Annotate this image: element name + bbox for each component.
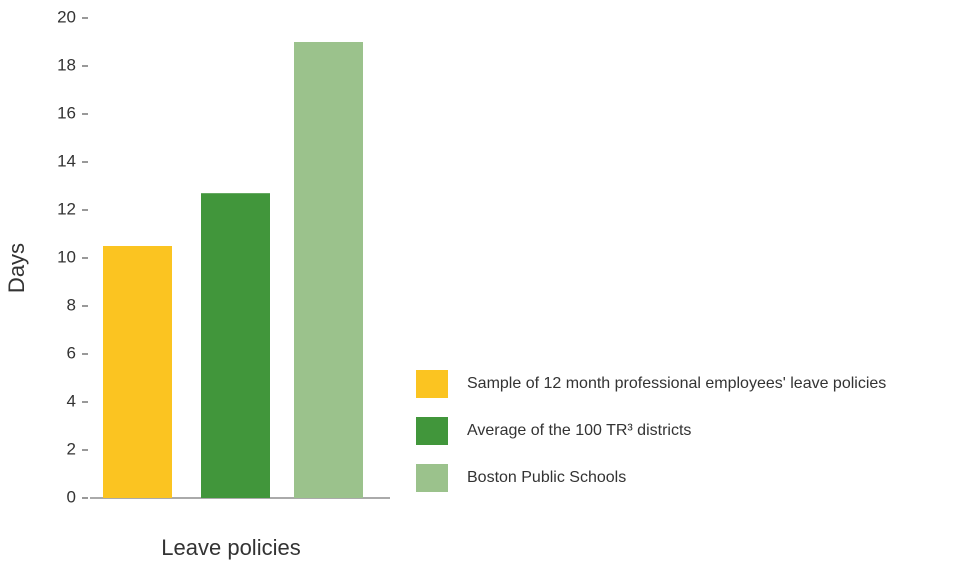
bar [201,193,270,498]
legend-swatch [416,370,448,398]
legend-swatch [416,417,448,445]
x-axis-label: Leave policies [161,535,300,560]
legend-label: Boston Public Schools [467,469,626,486]
y-axis-label: Days [4,243,29,293]
y-tick-label: 20 [57,7,76,26]
y-tick-label: 14 [57,151,76,170]
y-tick-label: 0 [67,487,76,506]
legend-label: Average of the 100 TR³ districts [467,422,691,439]
bar [103,246,172,498]
y-tick-label: 4 [67,391,76,410]
bar [294,42,363,498]
y-tick-label: 8 [67,295,76,314]
y-tick-label: 16 [57,103,76,122]
y-tick-label: 2 [67,439,76,458]
y-tick-label: 12 [57,199,76,218]
legend-swatch [416,464,448,492]
y-tick-label: 10 [57,247,76,266]
y-tick-label: 6 [67,343,76,362]
legend-label: Sample of 12 month professional employee… [467,375,886,392]
y-tick-label: 18 [57,55,76,74]
